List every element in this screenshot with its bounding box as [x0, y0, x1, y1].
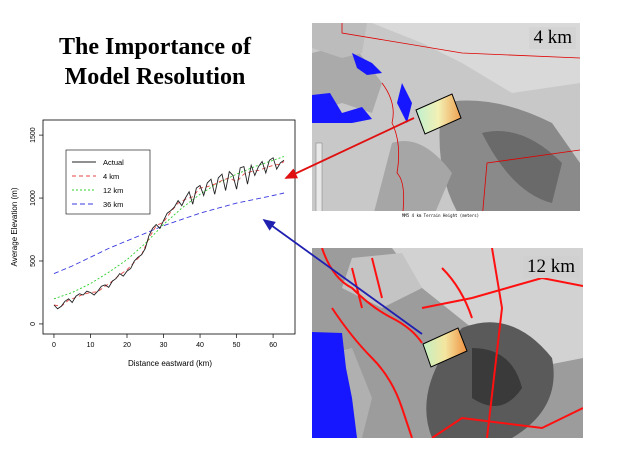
x-tick-label: 40	[196, 342, 204, 349]
x-tick-label: 20	[123, 342, 131, 349]
legend-box	[65, 149, 151, 215]
x-tick-label: 10	[87, 342, 95, 349]
gradient-box-12km	[422, 327, 468, 368]
resolution-label-12km: 12 km	[522, 256, 579, 278]
series-line-actual	[53, 157, 285, 310]
title-line-2: Model Resolution	[64, 64, 246, 90]
title-line-1: The Importance of	[59, 34, 251, 60]
series-line-4-km	[53, 161, 285, 307]
y-tick-label: 1500	[30, 127, 37, 143]
resolution-label-4km: 4 km	[529, 27, 576, 49]
y-tick-label: 1000	[30, 190, 37, 206]
red-arrow	[284, 117, 415, 179]
map-caption: MM5 4 km Terrain Height (meters)	[402, 213, 480, 218]
x-tick-label: 60	[269, 342, 277, 349]
terrain-4km-graphic	[312, 23, 580, 220]
water-body	[312, 93, 372, 123]
chart-series	[53, 156, 285, 310]
y-axis-ticks: 0 500 1000 1500	[30, 127, 43, 326]
water-body	[312, 332, 357, 438]
legend-label: 12 km	[103, 186, 123, 195]
chart-legend: Actual 4 km 12 km 36 km	[65, 149, 151, 215]
legend-label: 36 km	[103, 200, 123, 209]
legend-label: 4 km	[103, 172, 119, 181]
legend-label: Actual	[103, 158, 124, 167]
blue-arrow	[262, 218, 423, 335]
gradient-box-4km	[415, 93, 462, 135]
x-axis-ticks: 0 10 20 30 40 50 60	[52, 334, 277, 349]
x-axis-label: Distance eastward (km)	[128, 359, 212, 368]
x-tick-label: 50	[233, 342, 241, 349]
x-tick-label: 30	[160, 342, 168, 349]
slide-title: The Importance of Model Resolution	[30, 32, 280, 92]
x-tick-label: 0	[52, 342, 56, 349]
y-tick-label: 0	[30, 322, 37, 326]
series-line-36-km	[53, 192, 285, 275]
terrain-map-12km: 12 km	[312, 248, 583, 438]
y-axis-label: Average Elevation (m)	[10, 187, 19, 266]
y-tick-label: 500	[30, 255, 37, 267]
